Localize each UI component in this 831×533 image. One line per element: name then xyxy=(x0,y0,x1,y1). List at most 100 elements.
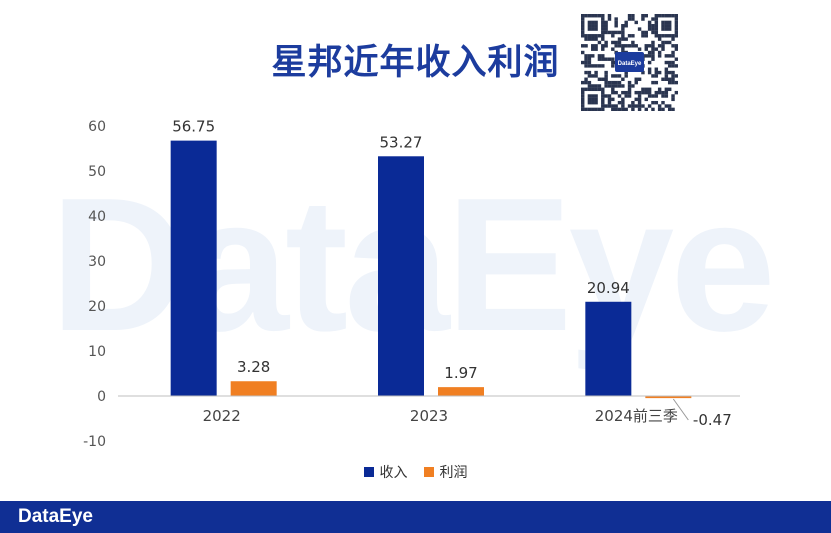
qr-module xyxy=(671,97,675,102)
qr-module xyxy=(631,14,635,18)
qr-module xyxy=(581,17,585,21)
qr-module xyxy=(661,24,665,28)
qr-module xyxy=(634,77,638,81)
qr-module xyxy=(667,54,672,58)
qr-module xyxy=(581,24,585,28)
qr-module xyxy=(611,80,615,85)
qr-module xyxy=(607,94,612,98)
qr-module xyxy=(587,27,592,31)
y-tick-label: 30 xyxy=(88,254,106,270)
qr-module xyxy=(597,40,602,45)
qr-module xyxy=(657,90,662,95)
y-tick-label: 50 xyxy=(88,164,106,180)
qr-module xyxy=(617,44,622,48)
qr-module xyxy=(657,37,662,41)
qr-module xyxy=(651,54,655,58)
qr-module xyxy=(654,74,659,78)
qr-module xyxy=(581,100,585,105)
qr-module xyxy=(651,17,655,21)
revenue-bar xyxy=(585,301,632,396)
qr-module xyxy=(581,107,585,111)
qr-module xyxy=(581,90,585,95)
qr-module xyxy=(661,47,665,51)
qr-module xyxy=(634,90,638,95)
qr-module xyxy=(637,47,642,51)
qr-module xyxy=(664,104,669,108)
qr-module xyxy=(594,64,598,68)
qr-module xyxy=(647,60,652,65)
qr-module xyxy=(611,87,615,92)
qr-module xyxy=(584,80,588,85)
qr-module xyxy=(671,74,675,78)
revenue-bar xyxy=(170,140,217,396)
qr-module xyxy=(581,30,585,35)
qr-module xyxy=(587,94,592,98)
qr-module xyxy=(621,44,625,48)
qr-module xyxy=(624,107,628,111)
qr-module xyxy=(587,74,592,78)
qr-module xyxy=(591,100,595,105)
qr-module xyxy=(587,87,592,92)
qr-module xyxy=(644,97,648,102)
qr-module xyxy=(667,70,672,75)
qr-module xyxy=(641,14,645,18)
qr-module xyxy=(621,97,625,102)
qr-module xyxy=(611,57,615,61)
qr-module xyxy=(597,84,602,88)
qr-module xyxy=(614,90,618,95)
qr-module xyxy=(631,44,635,48)
qr-module xyxy=(601,107,605,111)
qr-center-text: DataEye xyxy=(618,61,642,67)
qr-module xyxy=(614,107,618,111)
qr-module xyxy=(674,64,678,68)
qr-module xyxy=(601,20,605,25)
qr-module xyxy=(651,107,655,111)
data-label: 56.75 xyxy=(172,118,215,136)
qr-module xyxy=(604,80,608,85)
qr-module xyxy=(634,97,638,102)
qr-module xyxy=(611,97,615,102)
qr-module xyxy=(594,87,598,92)
qr-module xyxy=(604,70,608,75)
qr-module xyxy=(601,87,605,92)
qr-module xyxy=(587,84,592,88)
qr-module xyxy=(647,67,652,71)
qr-module xyxy=(594,20,598,25)
qr-module xyxy=(621,34,625,38)
qr-module xyxy=(581,44,585,48)
qr-module xyxy=(644,90,648,95)
qr-module xyxy=(591,97,595,102)
qr-module xyxy=(611,107,615,111)
qr-module xyxy=(641,17,645,21)
qr-module xyxy=(624,94,628,98)
qr-module xyxy=(671,50,675,55)
qr-module xyxy=(647,27,652,31)
qr-module xyxy=(674,27,678,31)
qr-module xyxy=(607,104,612,108)
qr-module xyxy=(584,37,588,41)
qr-module xyxy=(614,104,618,108)
qr-module xyxy=(617,84,622,88)
profit-bar xyxy=(645,396,692,399)
qr-module xyxy=(594,34,598,38)
qr-module xyxy=(654,14,659,18)
qr-module xyxy=(584,87,588,92)
qr-module xyxy=(594,107,598,111)
qr-module xyxy=(614,24,618,28)
qr-module xyxy=(627,94,632,98)
qr-module xyxy=(664,74,669,78)
qr-module xyxy=(611,60,615,65)
qr-module xyxy=(601,14,605,18)
qr-module xyxy=(644,34,648,38)
qr-module xyxy=(591,47,595,51)
qr-module xyxy=(601,34,605,38)
qr-module xyxy=(671,94,675,98)
qr-module xyxy=(604,77,608,81)
qr-module xyxy=(671,80,675,85)
qr-module xyxy=(634,20,638,25)
qr-module xyxy=(647,54,652,58)
qr-module xyxy=(647,20,652,25)
qr-module xyxy=(591,74,595,78)
qr-module xyxy=(674,24,678,28)
